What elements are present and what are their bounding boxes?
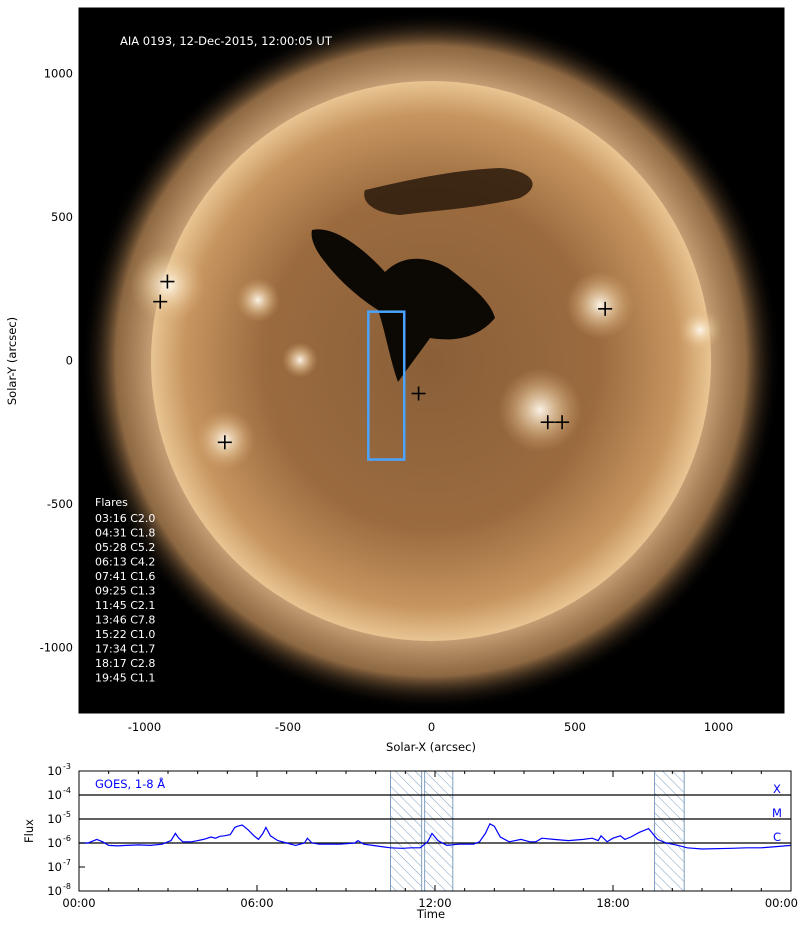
solar-disk: [151, 81, 711, 641]
flux-tick-exponent: -8: [63, 882, 71, 891]
flare-marker: [555, 415, 570, 430]
flare-marker: [217, 435, 232, 450]
flare-marker: [160, 274, 175, 289]
flare-marker: [598, 301, 613, 316]
y-axis-label: Solar-Y (arcsec): [5, 317, 19, 405]
flare-legend-entries: 03:16 C2.0 04:31 C1.805:28 C5.2 06:13 C4.2…: [95, 512, 155, 685]
time-tick-label: 00:00: [765, 896, 798, 910]
flare-legend-entry: 07:41 C1.6: [95, 570, 155, 583]
sun-image-panel: AIA 0193, 12-Dec-2015, 12:00:05 UT Flare…: [5, 7, 785, 754]
time-tick-label: 12:00: [418, 896, 451, 910]
shaded-interval: [424, 771, 454, 891]
flux-tick-exponent: -5: [63, 810, 71, 819]
flare-legend-entry: 03:16 C2.0: [95, 512, 155, 525]
flux-tick-label: 10: [47, 764, 62, 778]
flare-class-labels: XMC: [772, 782, 782, 844]
time-axis-ticks: 00:00 06:00 12:00 18:00 00:00: [62, 771, 798, 910]
flare-legend-entry: 19:45 C1.1: [95, 672, 155, 685]
coronal-hole-north: [364, 168, 533, 215]
flare-marker: [540, 415, 555, 430]
image-title: AIA 0193, 12-Dec-2015, 12:00:05 UT: [120, 34, 333, 48]
class-label: X: [773, 782, 781, 796]
flux-tick-exponent: -7: [63, 858, 71, 867]
x-tick-label: 1000: [704, 720, 733, 734]
flare-legend-entry: 18:17 C2.8: [95, 657, 155, 670]
flare-legend-entry: 15:22 C1.0: [95, 628, 155, 641]
active-regions: [130, 247, 722, 470]
flare-legend-entry: 05:28 C5.2: [95, 541, 155, 554]
flux-tick-label: 10: [47, 788, 62, 802]
flare-marker: [153, 294, 168, 309]
x-axis-label: Solar-X (arcsec): [386, 740, 476, 754]
y-tick-label: 1000: [44, 66, 73, 80]
flare-legend-entry: 11:45 C2.1: [95, 599, 155, 612]
y-axis-ticks: 1000 500 0 -500 -1000: [40, 15, 784, 706]
y-tick-label: -500: [47, 497, 73, 511]
flare-marker: [411, 386, 426, 401]
goes-flux-line: [79, 822, 791, 850]
flare-legend: Flares 03:16 C2.0 04:31 C1.805:28 C5.2 06:…: [95, 496, 155, 685]
coronal-hole: [311, 229, 495, 382]
time-tick-label: 00:00: [62, 896, 95, 910]
x-tick-label: -1000: [128, 720, 161, 734]
class-label: C: [773, 830, 781, 844]
x-tick-label: -500: [275, 720, 301, 734]
selection-box: [367, 310, 406, 461]
flux-axis-label: Flux: [22, 819, 36, 843]
time-tick-label: 06:00: [240, 896, 273, 910]
flare-legend-entry: 09:25 C1.3: [95, 585, 155, 598]
goes-title: GOES, 1-8 Å: [95, 776, 165, 791]
y-tick-label: 500: [51, 210, 73, 224]
x-tick-label: 500: [564, 720, 586, 734]
flare-markers: [153, 274, 613, 450]
flare-legend-entry: 06:13 C4.2: [95, 556, 155, 569]
shaded-interval: [390, 771, 423, 891]
x-axis-ticks: -1000 -500 0 500 1000: [86, 8, 777, 734]
flux-tick-label: 10: [47, 812, 62, 826]
flux-tick-label: 10: [47, 884, 62, 898]
flux-tick-exponent: -4: [63, 786, 71, 795]
class-label: M: [772, 806, 782, 820]
shaded-interval: [654, 771, 685, 891]
flare-legend-title: Flares: [95, 496, 128, 509]
goes-lightcurve-panel: GOES, 1-8 Å XMC 00:00 06:00 12:00 18:00 00:0…: [22, 762, 798, 921]
flux-axis-ticks: 10-310-410-510-610-710-8: [47, 762, 85, 898]
y-tick-label: 0: [66, 354, 73, 368]
time-axis-label: Time: [416, 907, 445, 921]
flux-tick-exponent: -6: [63, 834, 71, 843]
x-tick-label: 0: [428, 720, 435, 734]
flare-legend-entry: 04:31 C1.8: [95, 527, 155, 540]
flare-legend-entry: 17:34 C1.7: [95, 643, 155, 656]
shaded-intervals: [390, 771, 685, 891]
y-tick-label: -1000: [40, 641, 73, 655]
flux-tick-label: 10: [47, 836, 62, 850]
flare-legend-entry: 13:46 C7.8: [95, 614, 155, 627]
time-tick-label: 18:00: [596, 896, 629, 910]
flare-class-lines: [79, 794, 791, 844]
flux-tick-exponent: -3: [63, 762, 71, 771]
flux-tick-label: 10: [47, 860, 62, 874]
